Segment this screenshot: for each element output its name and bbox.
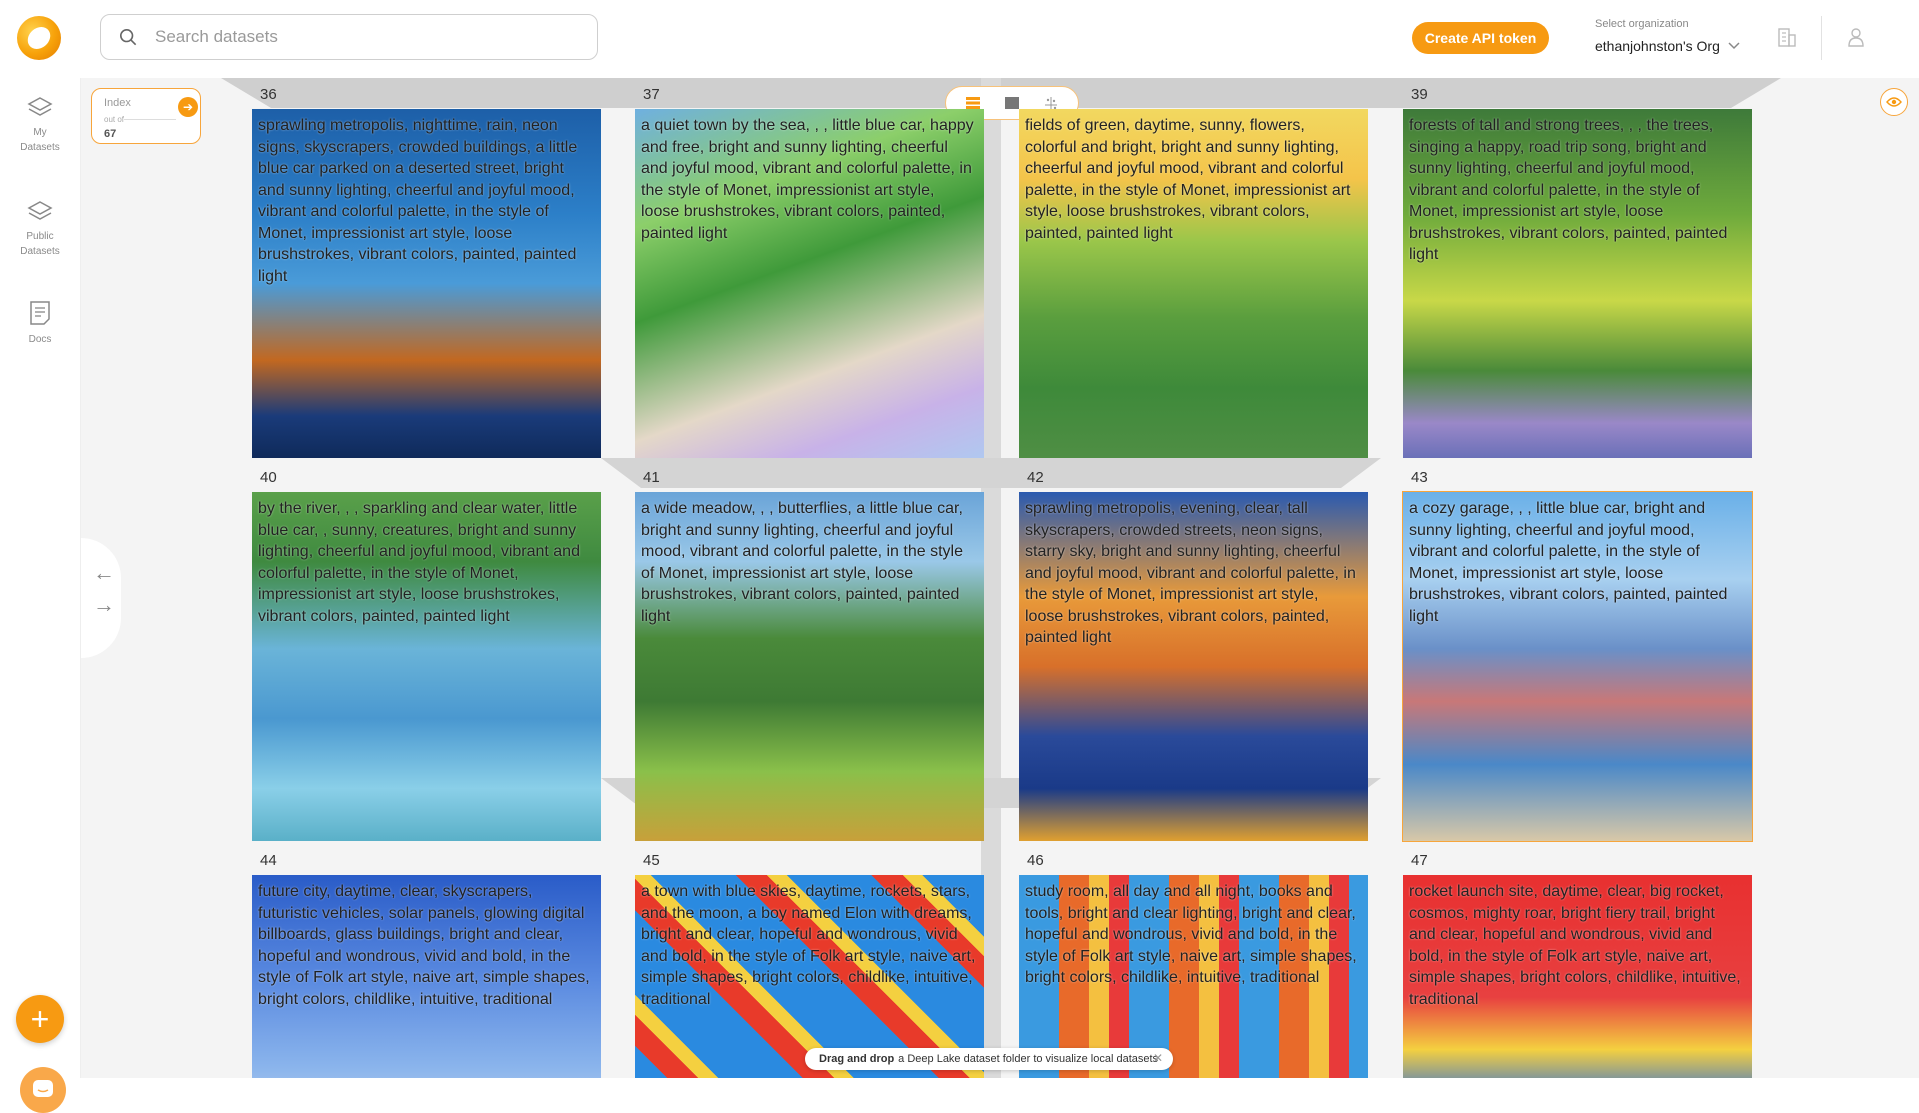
sample-image: future city, daytime, clear, skyscrapers… [252,875,601,1078]
index-input-line[interactable] [124,119,176,120]
sample-caption: fields of green, daytime, sunny, flowers… [1025,117,1351,242]
nav-label: Datasets [20,142,60,153]
hint-bold: Drag and drop [819,1053,895,1065]
org-name: ethanjohnston's Org [1595,38,1720,54]
dataset-viewer[interactable]: Index out of 67 ➔ ← → 36 [81,78,1919,1078]
search-input[interactable] [153,26,557,48]
sample-caption: future city, daytime, clear, skyscrapers… [258,883,590,1008]
nav-my-datasets[interactable]: My Datasets [0,95,80,155]
layers-icon [27,201,53,220]
sample-image: sprawling metropolis, nighttime, rain, n… [252,109,601,458]
sample-caption: by the river, , , sparkling and clear wa… [258,500,580,625]
sample-index: 43 [1411,469,1428,486]
nav-label: Public [26,231,54,242]
sample-image: by the river, , , sparkling and clear wa… [252,492,601,841]
sample-caption: a wide meadow, , , butterflies, a little… [641,500,963,625]
close-icon[interactable]: ✕ [1152,1051,1163,1065]
sample-index: 37 [643,86,660,103]
list-icon [966,97,981,109]
sample-image: a town with blue skies, daytime, rockets… [635,875,984,1078]
chevron-down-icon [1728,42,1740,50]
nav-label: Datasets [20,246,60,257]
nav-label: Docs [28,334,52,345]
index-label: Index [104,97,131,109]
eye-icon [1886,97,1902,107]
add-button[interactable]: + [16,995,64,1043]
sample-index: 41 [643,469,660,486]
sample-caption: rocket launch site, daytime, clear, big … [1409,883,1741,1008]
index-go-button[interactable]: ➔ [178,97,198,117]
sample-caption: forests of tall and strong trees, , , th… [1409,117,1728,263]
top-bar: Create API token Select organization eth… [0,0,1919,78]
sample-image: study room, all day and all night, books… [1019,875,1368,1078]
square-icon [1004,97,1019,109]
building-icon[interactable] [1776,26,1798,48]
sample-image: a cozy garage, , , little blue car, brig… [1402,491,1753,842]
chat-support-button[interactable] [20,1067,66,1113]
index-panel: Index out of 67 ➔ [91,88,201,144]
document-icon [30,301,50,325]
org-selector[interactable]: ethanjohnston's Org [1595,38,1740,54]
scatter-icon [1044,97,1057,110]
nav-docs[interactable]: Docs [0,300,80,347]
sample-caption: study room, all day and all night, books… [1025,883,1357,986]
sample-image: rocket launch site, daytime, clear, big … [1403,875,1752,1078]
sample-caption: a cozy garage, , , little blue car, brig… [1409,500,1728,625]
sample-caption: sprawling metropolis, evening, clear, ta… [1025,500,1356,646]
sample-image: fields of green, daytime, sunny, flowers… [1019,109,1368,458]
create-api-token-button[interactable]: Create API token [1412,22,1549,54]
index-total: 67 [104,128,117,140]
sample-index: 40 [260,469,277,486]
index-out-of: out of [104,115,125,124]
sample-index: 42 [1027,469,1044,486]
app-logo[interactable] [17,16,61,60]
sample-caption: a quiet town by the sea, , , little blue… [641,117,974,242]
embedding-view-button[interactable] [1040,92,1062,114]
sample-index: 44 [260,852,277,869]
header-divider [1821,16,1822,60]
sample-index: 36 [260,86,277,103]
layers-icon [27,97,53,116]
hint-text: a Deep Lake dataset folder to visualize … [898,1053,1159,1065]
sample-image: forests of tall and strong trees, , , th… [1403,109,1752,458]
search-icon [119,28,137,46]
sample-caption: a town with blue skies, daytime, rockets… [641,883,976,1008]
arrow-left-icon[interactable]: ← [93,560,115,585]
sample-index: 47 [1411,852,1428,869]
sample-image: a quiet town by the sea, , , little blue… [635,109,984,458]
left-nav: My Datasets Public Datasets Docs + [0,78,81,1113]
sample-index: 39 [1411,86,1428,103]
sample-image: a wide meadow, , , butterflies, a little… [635,492,984,841]
pagination-arrows: ← → [81,538,121,658]
nav-label: My [33,127,47,138]
sample-index: 45 [643,852,660,869]
user-icon[interactable] [1845,26,1867,48]
search-box[interactable] [100,14,598,60]
nav-public-datasets[interactable]: Public Datasets [0,199,80,259]
sample-index: 46 [1027,852,1044,869]
arrow-right-icon[interactable]: → [93,592,115,617]
list-view-button[interactable] [962,92,984,114]
drag-drop-hint: Drag and drop a Deep Lake dataset folder… [805,1048,1173,1070]
org-label: Select organization [1595,18,1689,30]
sample-caption: sprawling metropolis, nighttime, rain, n… [258,117,578,285]
visibility-toggle-button[interactable] [1880,88,1908,116]
sample-image: sprawling metropolis, evening, clear, ta… [1019,492,1368,841]
grid-view-button[interactable] [1001,92,1023,114]
chat-icon [33,1079,53,1097]
